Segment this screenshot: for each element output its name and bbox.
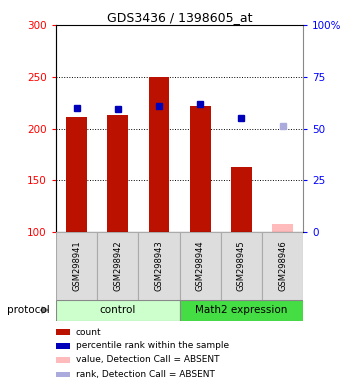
Bar [56,357,70,363]
Text: count: count [76,328,101,336]
Text: protocol: protocol [7,305,50,315]
Bar [190,106,210,232]
Text: GSM298945: GSM298945 [237,241,246,291]
Text: rank, Detection Call = ABSENT: rank, Detection Call = ABSENT [76,370,215,379]
Bar [97,232,138,300]
Bar [180,300,303,321]
Bar [56,232,97,300]
Bar [180,232,221,300]
Text: GSM298943: GSM298943 [155,240,164,291]
Bar [56,343,70,349]
Text: GSM298942: GSM298942 [113,241,122,291]
Bar [56,329,70,335]
Bar [149,77,169,232]
Bar [272,224,293,232]
Bar [56,300,180,321]
Bar [56,372,70,377]
Text: control: control [100,305,136,315]
Bar [66,117,87,232]
Title: GDS3436 / 1398605_at: GDS3436 / 1398605_at [107,11,252,24]
Text: GSM298941: GSM298941 [72,241,81,291]
Text: percentile rank within the sample: percentile rank within the sample [76,341,229,351]
Text: GSM298946: GSM298946 [278,240,287,291]
Text: GSM298944: GSM298944 [196,241,205,291]
Text: value, Detection Call = ABSENT: value, Detection Call = ABSENT [76,356,219,364]
Bar [108,115,128,232]
Bar [138,232,180,300]
Bar [262,232,303,300]
Bar [221,232,262,300]
Bar [231,167,252,232]
Text: Math2 expression: Math2 expression [195,305,288,315]
